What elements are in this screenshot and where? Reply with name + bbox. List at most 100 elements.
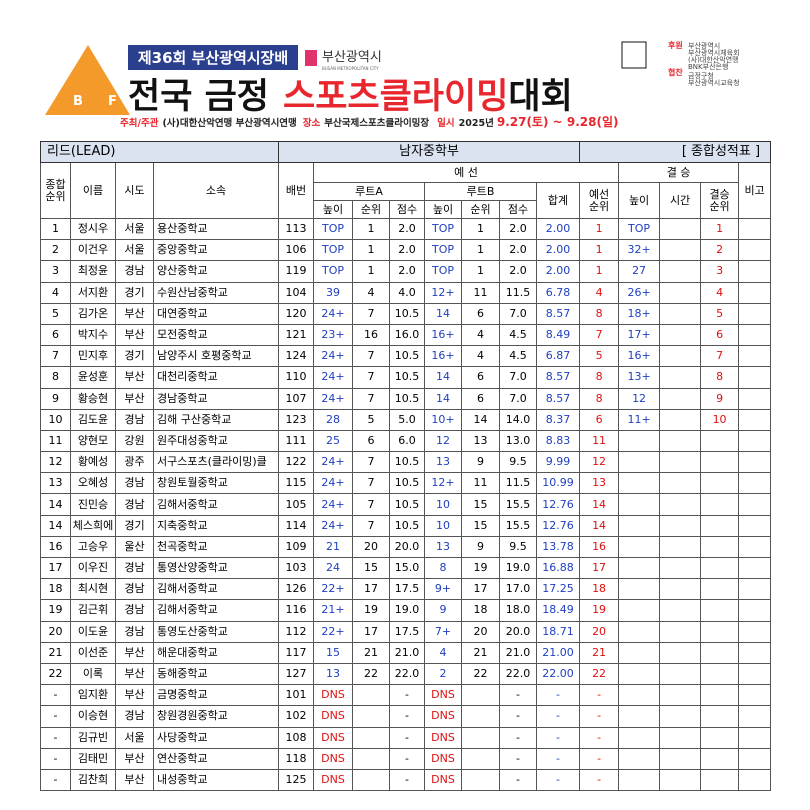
final-height: 12 xyxy=(618,387,661,410)
team: 김해서중학교 xyxy=(153,493,279,516)
city: 경남 xyxy=(115,620,154,643)
route-rank: 7 xyxy=(352,302,390,325)
qual-rank: 14 xyxy=(579,514,620,537)
route-rank: 22 xyxy=(461,662,500,686)
name: 김근휘 xyxy=(70,599,116,622)
city: 경기 xyxy=(115,281,154,304)
final-time xyxy=(659,662,702,686)
table-row: 8 윤성훈 부산 대천리중학교 110 24+ 7 10.5 14 6 7.0 8.57 8 13+ 8 xyxy=(40,366,772,389)
name: 체스희에 xyxy=(70,514,116,537)
column-header: 순위 xyxy=(352,200,390,219)
note xyxy=(738,302,772,325)
note xyxy=(738,451,772,474)
height: 24+ xyxy=(313,387,353,410)
height: 24+ xyxy=(313,345,353,368)
height: 13 xyxy=(424,451,462,474)
height: 24 xyxy=(313,556,353,580)
info-label: 장소 xyxy=(303,117,321,129)
total: 12.76 xyxy=(535,514,581,537)
route-rank xyxy=(352,726,390,749)
rank: 5 xyxy=(40,302,71,325)
team: 통영산양중학교 xyxy=(153,556,279,580)
column-header: 점수 xyxy=(499,200,537,219)
note xyxy=(738,239,772,262)
score: 6.0 xyxy=(389,429,425,453)
bib: 117 xyxy=(278,641,314,664)
column-header: 점수 xyxy=(389,200,425,219)
note xyxy=(738,472,772,495)
city: 경남 xyxy=(115,260,154,283)
rank: - xyxy=(40,747,71,770)
score: 17.5 xyxy=(389,578,425,601)
route-rank: 6 xyxy=(461,387,500,410)
total: 8.57 xyxy=(535,302,581,325)
team: 창원토월중학교 xyxy=(153,472,279,495)
final-rank: 10 xyxy=(700,408,740,431)
name: 윤성훈 xyxy=(70,366,116,389)
team: 용산중학교 xyxy=(153,217,279,241)
bib: 109 xyxy=(278,535,314,559)
info-host: (사)대한산악연맹 부산광역시연맹 xyxy=(162,117,296,129)
route-rank xyxy=(352,705,390,728)
final-height xyxy=(618,726,661,749)
qual-rank: - xyxy=(579,747,620,770)
table-row: 17 이우진 경남 통영산양중학교 103 24 15 15.0 8 19 19.0 16.88 17 xyxy=(40,556,772,580)
score: 9.5 xyxy=(499,535,537,559)
rank: 17 xyxy=(40,556,71,580)
final-rank xyxy=(700,768,740,792)
city: 울산 xyxy=(115,535,154,559)
final-rank xyxy=(700,451,740,474)
score: 10.5 xyxy=(389,472,425,495)
score: 10.5 xyxy=(389,345,425,368)
final-height xyxy=(618,620,661,643)
score: 15.5 xyxy=(499,514,537,537)
name: 황예성 xyxy=(70,451,116,474)
city: 경남 xyxy=(115,408,154,431)
title-end: 대회 xyxy=(508,77,572,117)
team: 수원산남중학교 xyxy=(153,281,279,304)
final-height xyxy=(618,662,661,686)
note xyxy=(738,345,772,368)
rank: 6 xyxy=(40,323,71,347)
note xyxy=(738,662,772,686)
bib: 124 xyxy=(278,345,314,368)
column-header: 비고 xyxy=(738,162,772,219)
route-rank: 7 xyxy=(352,514,390,537)
route-rank: 7 xyxy=(352,345,390,368)
team: 경남중학교 xyxy=(153,387,279,410)
qual-rank: 20 xyxy=(579,620,620,643)
rank: - xyxy=(40,684,71,707)
final-height: TOP xyxy=(618,217,661,241)
city: 부산 xyxy=(115,768,154,792)
score: 20.0 xyxy=(389,535,425,559)
route-rank: 20 xyxy=(461,620,500,643)
note xyxy=(738,578,772,601)
final-rank: 2 xyxy=(700,239,740,262)
total: - xyxy=(535,747,581,770)
table-row: 7 민지후 경기 남양주시 호평중학교 124 24+ 7 10.5 16+ 4 4.5 6.87 5 1… xyxy=(40,345,772,368)
height: 22+ xyxy=(313,620,353,643)
score: - xyxy=(499,684,537,707)
height: 22+ xyxy=(313,578,353,601)
height: 14 xyxy=(424,387,462,410)
info-label: 주최/주관 xyxy=(120,117,159,129)
score: 11.5 xyxy=(499,472,537,495)
team: 원주대성중학교 xyxy=(153,429,279,453)
route-rank: 1 xyxy=(352,217,390,241)
qual-rank: 8 xyxy=(579,366,620,389)
final-height xyxy=(618,535,661,559)
route-rank: 1 xyxy=(352,260,390,283)
rank: 19 xyxy=(40,599,71,622)
table-row: 21 이선준 부산 해운대중학교 117 15 21 21.0 4 21 21.0 21.00 21 xyxy=(40,641,772,664)
total: 21.00 xyxy=(535,641,581,664)
bib: 106 xyxy=(278,239,314,262)
final-time xyxy=(659,599,702,622)
table-row: - 김규빈 서울 사당중학교 108 DNS - DNS - - - xyxy=(40,726,772,749)
table-row: 14 진민승 경남 김해서중학교 105 24+ 7 10.5 10 15 15.5 12.76 14 xyxy=(40,493,772,516)
final-height xyxy=(618,429,661,453)
score: 10.5 xyxy=(389,514,425,537)
score: 7.0 xyxy=(499,302,537,325)
route-rank: 18 xyxy=(461,599,500,622)
name: 이록 xyxy=(70,662,116,686)
